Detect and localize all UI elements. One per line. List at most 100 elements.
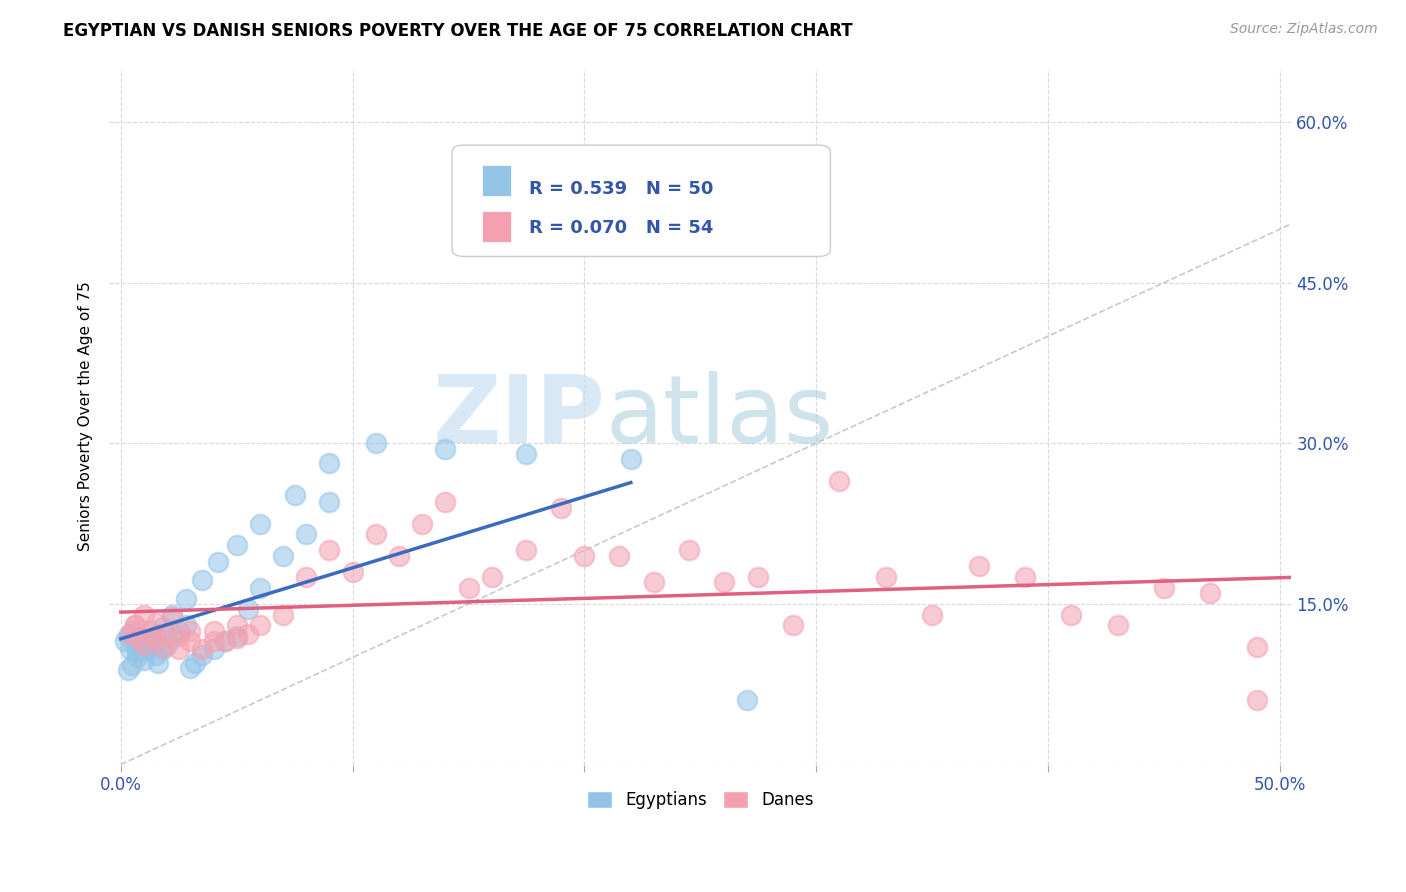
Point (167, 629, 190, 643)
Point (214, 634, 236, 648)
Point (271, 607, 294, 622)
Point (238, 627, 260, 641)
Point (921, 607, 943, 622)
Point (120, 641, 142, 656)
Text: Source: ZipAtlas.com: Source: ZipAtlas.com (1230, 22, 1378, 37)
Point (132, 638, 155, 652)
Point (713, 575, 735, 590)
Point (875, 570, 897, 584)
Point (145, 628, 167, 642)
Point (318, 495, 340, 509)
Point (318, 456, 340, 470)
Point (167, 641, 190, 656)
Point (342, 565, 364, 579)
Point (138, 634, 160, 648)
Point (156, 638, 179, 652)
Point (411, 516, 433, 531)
Point (481, 570, 503, 584)
Point (202, 641, 225, 656)
Point (131, 636, 153, 650)
Point (146, 656, 169, 670)
Point (747, 570, 769, 584)
Point (388, 549, 411, 563)
Point (202, 624, 225, 638)
Point (191, 574, 214, 588)
Point (284, 488, 307, 502)
Point (114, 634, 136, 648)
Text: EGYPTIAN VS DANISH SENIORS POVERTY OVER THE AGE OF 75 CORRELATION CHART: EGYPTIAN VS DANISH SENIORS POVERTY OVER … (63, 22, 853, 40)
Text: R = 0.070   N = 54: R = 0.070 N = 54 (529, 219, 713, 237)
Point (117, 663, 139, 677)
Point (515, 543, 537, 558)
Point (179, 661, 201, 675)
Point (550, 500, 572, 515)
Point (124, 638, 146, 652)
Point (249, 581, 271, 595)
Point (145, 648, 167, 663)
Point (515, 447, 537, 461)
Point (225, 629, 247, 643)
Point (207, 555, 229, 569)
Point (1107, 618, 1129, 632)
Point (135, 643, 157, 657)
Point (364, 436, 387, 450)
Point (202, 634, 225, 648)
Point (179, 624, 201, 638)
Point (160, 609, 183, 624)
Point (160, 631, 183, 645)
Point (174, 591, 197, 606)
Point (179, 634, 201, 648)
Point (191, 641, 214, 656)
Point (1246, 693, 1268, 707)
Point (145, 631, 167, 645)
Point (249, 618, 271, 632)
Text: atlas: atlas (606, 370, 834, 463)
Text: R = 0.539   N = 50: R = 0.539 N = 50 (529, 180, 713, 198)
Point (225, 631, 247, 645)
Point (828, 474, 851, 488)
Point (1014, 570, 1036, 584)
Point (139, 640, 162, 654)
FancyBboxPatch shape (453, 145, 831, 256)
Point (457, 581, 479, 595)
Point (434, 495, 457, 509)
Point (1246, 640, 1268, 654)
Point (225, 538, 247, 552)
Point (184, 656, 207, 670)
Point (131, 643, 153, 657)
Point (125, 645, 148, 659)
Text: ZIP: ZIP (433, 370, 606, 463)
Point (125, 650, 148, 665)
Point (214, 634, 236, 648)
Point (620, 452, 643, 467)
Point (271, 549, 294, 563)
Point (607, 549, 630, 563)
Point (160, 607, 183, 622)
Point (1060, 607, 1083, 622)
Point (152, 641, 174, 656)
Point (124, 618, 146, 632)
Point (735, 693, 758, 707)
Point (156, 629, 179, 643)
Point (782, 618, 804, 632)
Point (967, 559, 990, 574)
Point (678, 543, 700, 558)
FancyBboxPatch shape (482, 211, 512, 242)
Point (138, 635, 160, 649)
Point (152, 640, 174, 654)
Point (174, 618, 197, 632)
FancyBboxPatch shape (482, 165, 512, 196)
Point (145, 616, 167, 631)
Point (225, 618, 247, 632)
Point (117, 629, 139, 643)
Point (1199, 586, 1222, 600)
Point (249, 516, 271, 531)
Point (132, 652, 155, 666)
Point (574, 549, 596, 563)
Point (318, 543, 340, 558)
Point (128, 631, 150, 645)
Point (191, 648, 214, 663)
Point (152, 620, 174, 634)
Point (139, 624, 162, 638)
Point (121, 657, 143, 672)
